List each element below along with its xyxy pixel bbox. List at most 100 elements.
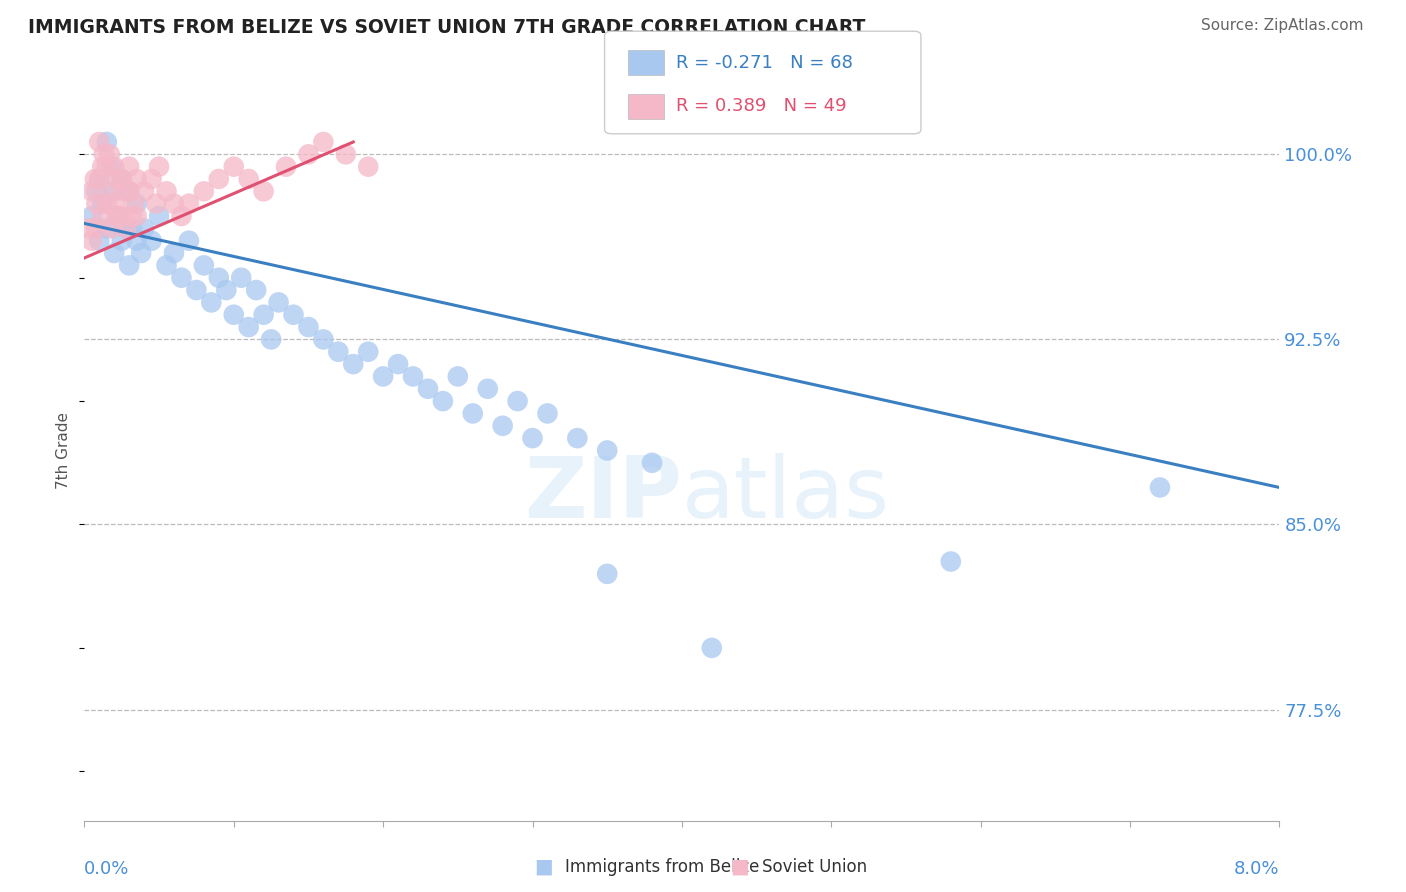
Point (80, 234, 103, 248)
Point (115, 221, 138, 235)
Point (357, 160, 380, 174)
Point (596, 443, 619, 458)
Point (89, 234, 111, 248)
Point (111, 209, 134, 223)
Point (89, 172, 111, 186)
Point (222, 160, 245, 174)
Point (96, 135, 118, 149)
Point (222, 308, 245, 322)
Point (148, 209, 170, 223)
Point (492, 418, 515, 433)
Point (477, 382, 499, 396)
Point (89, 135, 111, 149)
Point (100, 160, 122, 174)
Point (342, 357, 364, 371)
Point (208, 172, 231, 186)
Point (567, 431, 589, 445)
Point (641, 456, 664, 470)
Point (170, 209, 193, 223)
Point (118, 258, 141, 272)
Point (91, 160, 114, 174)
Point (121, 221, 143, 235)
Point (253, 184, 276, 198)
Point (297, 147, 319, 161)
Point (105, 172, 128, 186)
Point (96, 221, 118, 235)
Point (111, 172, 134, 186)
Point (148, 160, 170, 174)
Point (86, 196, 108, 211)
Point (132, 184, 156, 198)
Point (103, 160, 125, 174)
Point (193, 184, 215, 198)
Point (215, 283, 238, 297)
Point (122, 196, 145, 211)
Point (115, 221, 138, 235)
Point (238, 320, 260, 334)
Point (96, 196, 118, 211)
Point (96, 160, 118, 174)
Point (193, 258, 215, 272)
Point (103, 184, 125, 198)
Point (402, 369, 425, 384)
Point (245, 283, 267, 297)
Point (118, 160, 141, 174)
Point (186, 283, 208, 297)
Point (297, 320, 319, 334)
Point (103, 246, 125, 260)
Y-axis label: 7th Grade: 7th Grade (56, 412, 72, 489)
Point (312, 135, 335, 149)
Point (238, 172, 260, 186)
Point (200, 295, 222, 310)
Point (177, 234, 200, 248)
Point (118, 184, 141, 198)
Point (80, 184, 103, 198)
Point (163, 246, 186, 260)
Point (177, 196, 200, 211)
Point (506, 394, 529, 409)
Point (1149, 480, 1171, 494)
Point (91, 196, 114, 211)
Point (125, 196, 148, 211)
Point (80, 209, 103, 223)
Point (145, 196, 167, 211)
Point (100, 184, 122, 198)
Point (103, 196, 125, 211)
Point (260, 332, 283, 346)
Point (121, 209, 143, 223)
Point (283, 308, 305, 322)
Point (700, 640, 723, 655)
Point (100, 221, 122, 235)
Point (357, 344, 380, 359)
Point (111, 172, 134, 186)
Point (83, 172, 105, 186)
Text: ZIP: ZIP (524, 453, 682, 536)
Text: Immigrants from Belize: Immigrants from Belize (565, 858, 759, 876)
Point (253, 308, 276, 322)
Text: R = -0.271   N = 68: R = -0.271 N = 68 (676, 54, 853, 72)
Point (125, 234, 148, 248)
Point (125, 172, 148, 186)
Point (536, 406, 558, 420)
Text: ▪: ▪ (730, 853, 751, 881)
Point (141, 172, 163, 186)
Point (432, 394, 454, 409)
Text: ▪: ▪ (533, 853, 554, 881)
Point (91, 209, 114, 223)
Point (98, 147, 121, 161)
Point (447, 369, 470, 384)
Point (89, 172, 111, 186)
Point (461, 406, 484, 420)
Point (125, 209, 148, 223)
Point (77, 221, 100, 235)
Point (155, 184, 177, 198)
Point (129, 246, 152, 260)
Point (522, 431, 544, 445)
Point (86, 221, 108, 235)
Point (274, 160, 297, 174)
Point (155, 258, 177, 272)
Point (105, 209, 128, 223)
Text: IMMIGRANTS FROM BELIZE VS SOVIET UNION 7TH GRADE CORRELATION CHART: IMMIGRANTS FROM BELIZE VS SOVIET UNION 7… (28, 18, 866, 37)
Text: 8.0%: 8.0% (1234, 860, 1279, 878)
Text: 0.0%: 0.0% (84, 860, 129, 878)
